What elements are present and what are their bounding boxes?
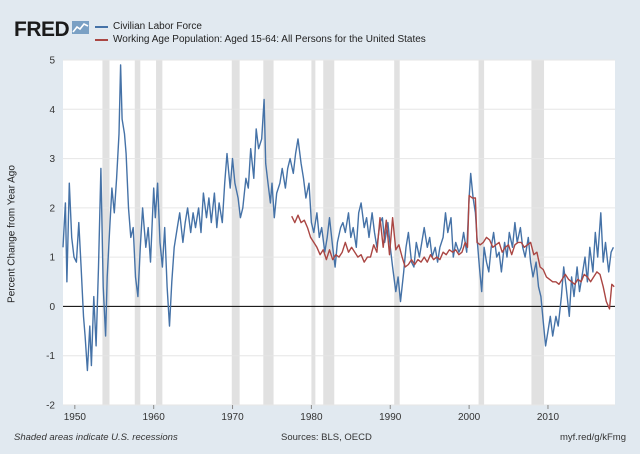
recession-band-4 xyxy=(263,60,274,405)
y-tick-label: 0 xyxy=(49,302,55,313)
legend-swatch-labor-force xyxy=(95,25,108,28)
sources-note: Sources: BLS, OECD xyxy=(281,432,372,443)
x-tick-label: 2000 xyxy=(458,412,481,423)
grid-lines xyxy=(63,59,615,406)
y-tick-label: 4 xyxy=(49,105,55,116)
legend-swatch-working-age xyxy=(95,38,108,41)
x-tick-labels: 1950 1960 1970 1980 1990 2000 2010 xyxy=(64,405,560,423)
recession-note: Shaded areas indicate U.S. recessions xyxy=(14,432,178,443)
recession-band-8 xyxy=(478,60,485,405)
y-tick-label: 5 xyxy=(49,56,55,67)
legend-label-working-age: Working Age Population: Aged 15-64: All … xyxy=(113,34,426,45)
x-tick-label: 1960 xyxy=(143,412,166,423)
y-tick-label: 3 xyxy=(49,154,55,165)
recession-band-7 xyxy=(394,60,400,405)
x-tick-label: 1970 xyxy=(221,412,244,423)
y-tick-labels: -2 -1 0 1 2 3 4 5 xyxy=(46,56,55,412)
y-tick-label: 2 xyxy=(49,203,55,214)
legend-label-labor-force: Civilian Labor Force xyxy=(113,21,202,32)
fred-logo: FRED xyxy=(14,18,70,41)
recession-band-1 xyxy=(134,60,141,405)
recession-band-6 xyxy=(323,60,335,405)
series-line-0 xyxy=(62,64,615,372)
recession-band-9 xyxy=(531,60,545,405)
x-tick-label: 1950 xyxy=(64,412,87,423)
recession-band-0 xyxy=(102,60,110,405)
recession-band-3 xyxy=(231,60,240,405)
y-tick-label: -1 xyxy=(46,351,55,362)
legend-item-working-age: Working Age Population: Aged 15-64: All … xyxy=(95,33,426,46)
x-tick-label: 1990 xyxy=(379,412,402,423)
y-tick-label: 1 xyxy=(49,253,55,264)
x-tick-label: 1980 xyxy=(300,412,323,423)
series-line-1 xyxy=(291,194,615,310)
x-tick-label: 2010 xyxy=(537,412,560,423)
series-lines xyxy=(62,64,615,372)
legend-item-labor-force: Civilian Labor Force xyxy=(95,20,426,33)
y-tick-label: -2 xyxy=(46,401,55,412)
line-chart-icon xyxy=(72,21,89,34)
short-link[interactable]: myf.red/g/kFmg xyxy=(560,432,626,443)
chart-legend: Civilian Labor Force Working Age Populat… xyxy=(95,20,426,46)
